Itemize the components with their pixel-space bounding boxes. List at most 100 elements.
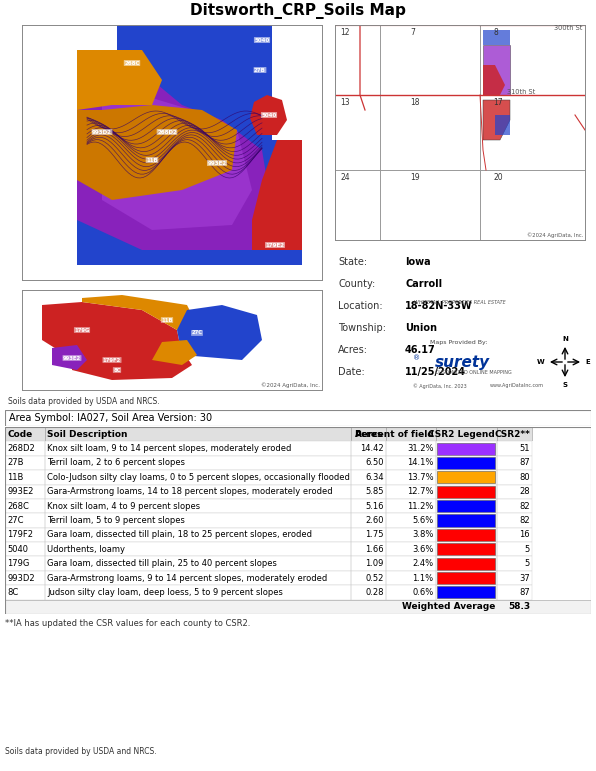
Bar (386, 557, 436, 571)
Bar (5, 571, 591, 585)
Polygon shape (77, 105, 237, 200)
Text: 46.17: 46.17 (405, 345, 436, 355)
Text: 268D2: 268D2 (7, 444, 35, 453)
Bar (436, 456, 497, 470)
Text: 2.60: 2.60 (365, 516, 384, 525)
Text: 27C: 27C (191, 331, 203, 335)
Polygon shape (483, 100, 510, 140)
Text: Location:: Location: (338, 301, 383, 311)
Text: 5.16: 5.16 (365, 502, 384, 510)
Text: 0.6%: 0.6% (412, 588, 433, 597)
Text: 268D2: 268D2 (157, 130, 177, 134)
Bar (437, 443, 495, 455)
Text: Soil Description: Soil Description (47, 429, 128, 439)
Bar (436, 484, 497, 499)
Text: Iowa: Iowa (405, 257, 431, 267)
Text: 993D2: 993D2 (7, 574, 35, 583)
Polygon shape (177, 305, 262, 360)
Text: 87: 87 (519, 588, 530, 597)
Text: 993E2: 993E2 (207, 160, 226, 166)
Text: Date:: Date: (338, 367, 365, 377)
Bar (350, 484, 386, 499)
Text: Acres: Acres (355, 429, 384, 439)
Text: 179F2: 179F2 (103, 358, 121, 362)
Text: 993D2: 993D2 (92, 130, 112, 134)
Text: N: N (562, 336, 568, 342)
Text: Gara loam, dissected till plain, 18 to 25 percent slopes, eroded: Gara loam, dissected till plain, 18 to 2… (47, 530, 312, 540)
Bar (436, 470, 497, 484)
Bar (5, 470, 45, 484)
Text: 11B: 11B (7, 473, 24, 482)
Text: 5040: 5040 (254, 38, 269, 42)
Bar (386, 527, 436, 542)
Bar (386, 470, 436, 484)
Bar (436, 427, 497, 441)
Bar (437, 557, 495, 570)
Text: 11.2%: 11.2% (407, 502, 433, 510)
Text: 3.8%: 3.8% (412, 530, 433, 540)
Text: 11/25/2024: 11/25/2024 (405, 367, 466, 377)
Text: Ditsworth_CRP_Soils Map: Ditsworth_CRP_Soils Map (190, 3, 406, 19)
Bar (350, 557, 386, 571)
Bar (45, 542, 350, 557)
Text: 82: 82 (520, 502, 530, 510)
Text: 8C: 8C (113, 368, 121, 372)
Text: Township:: Township: (338, 323, 386, 333)
Text: 5: 5 (525, 559, 530, 568)
Bar (45, 513, 350, 527)
Polygon shape (495, 115, 510, 135)
Bar (497, 542, 532, 557)
Bar (45, 585, 350, 600)
Text: Knox silt loam, 9 to 14 percent slopes, moderately eroded: Knox silt loam, 9 to 14 percent slopes, … (47, 444, 291, 453)
Bar (5, 527, 45, 542)
Text: Udorthents, loamy: Udorthents, loamy (47, 545, 125, 554)
Text: 20: 20 (493, 173, 502, 182)
Bar (5, 427, 45, 441)
Text: 13.7%: 13.7% (406, 473, 433, 482)
Text: 310th St: 310th St (507, 89, 535, 95)
Text: Gara-Armstrong loams, 9 to 14 percent slopes, moderately eroded: Gara-Armstrong loams, 9 to 14 percent sl… (47, 574, 327, 583)
Polygon shape (102, 70, 252, 230)
Text: ©2024 AgriData, Inc.: ©2024 AgriData, Inc. (527, 232, 583, 238)
Text: 24: 24 (340, 173, 350, 182)
Text: ®: ® (413, 355, 420, 361)
Polygon shape (42, 302, 182, 370)
Bar (5, 499, 591, 513)
Bar (437, 514, 495, 527)
Text: State:: State: (338, 257, 367, 267)
Text: 0.28: 0.28 (365, 588, 384, 597)
Text: 8: 8 (493, 28, 498, 37)
Bar (5, 499, 45, 513)
Bar (5, 456, 591, 470)
Bar (45, 557, 350, 571)
Text: 14.42: 14.42 (360, 444, 384, 453)
Bar (350, 470, 386, 484)
Bar (386, 571, 436, 585)
Bar (437, 587, 495, 598)
Text: Percent of field: Percent of field (355, 429, 433, 439)
Text: 5.85: 5.85 (365, 487, 384, 497)
Bar (45, 527, 350, 542)
Bar (5, 557, 591, 571)
Text: www.AgriDataInc.com: www.AgriDataInc.com (490, 383, 544, 388)
Text: CSR2 Legend: CSR2 Legend (428, 429, 495, 439)
Text: W: W (537, 359, 545, 365)
Polygon shape (483, 30, 510, 45)
Text: 268C: 268C (124, 60, 139, 66)
Bar (436, 527, 497, 542)
Bar (350, 499, 386, 513)
Bar (5, 441, 591, 456)
Bar (350, 585, 386, 600)
Text: 27B: 27B (7, 459, 24, 467)
Text: 993E2: 993E2 (63, 355, 81, 361)
Text: Gara-Armstrong loams, 14 to 18 percent slopes, moderately eroded: Gara-Armstrong loams, 14 to 18 percent s… (47, 487, 333, 497)
Bar (45, 427, 350, 441)
Text: 13: 13 (340, 98, 350, 107)
Bar (386, 513, 436, 527)
Text: 2.4%: 2.4% (412, 559, 433, 568)
Text: 17: 17 (493, 98, 502, 107)
Bar (436, 513, 497, 527)
Polygon shape (242, 25, 272, 95)
Text: County:: County: (338, 279, 375, 289)
Text: © AgriData, Inc. 2023: © AgriData, Inc. 2023 (413, 383, 467, 389)
